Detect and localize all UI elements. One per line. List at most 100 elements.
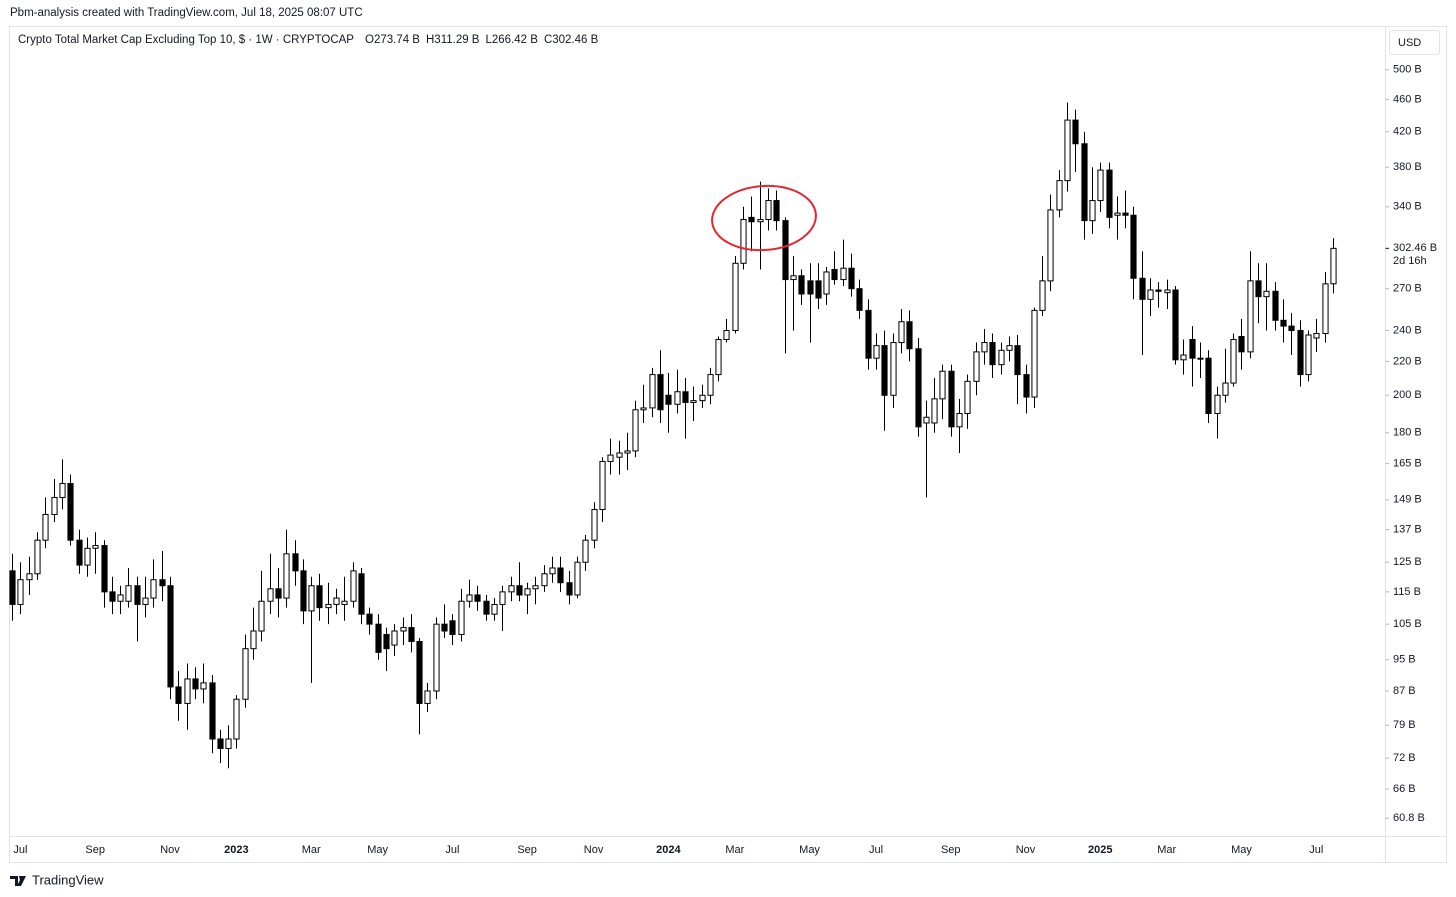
candle-body [1322, 283, 1329, 334]
candle-body [325, 603, 332, 609]
candle-body [931, 398, 938, 424]
x-tick-label: 2025 [1088, 844, 1112, 856]
candle-body [790, 275, 797, 281]
y-tick-label: 87 B [1393, 685, 1416, 697]
candle-body [964, 380, 971, 414]
y-tick-label: 240 B [1393, 324, 1422, 336]
candle-body [449, 620, 456, 635]
candle-body [1139, 277, 1146, 300]
candle-body [209, 682, 216, 740]
candle-body [699, 394, 706, 402]
candle-body [416, 640, 423, 704]
candle-body [1214, 394, 1221, 414]
candle-body [591, 509, 598, 541]
candle-body [275, 588, 282, 599]
candle-body [798, 275, 805, 295]
last-price-label: 302.46 B [1393, 242, 1437, 254]
candle-body [823, 271, 830, 295]
candle-body [1280, 319, 1287, 327]
candle-body [607, 454, 614, 462]
candle-body [649, 374, 656, 409]
x-tick-label: Jul [13, 844, 27, 856]
candle-body [1305, 334, 1312, 376]
candle-body [1330, 247, 1337, 285]
y-tick-label: 460 B [1393, 93, 1422, 105]
candle-body [1006, 345, 1013, 351]
candle-body [441, 623, 448, 632]
candle-body [192, 678, 199, 690]
candle-body [233, 698, 240, 740]
ohlc-value: 311.29 B [434, 34, 480, 46]
candle-body [973, 351, 980, 382]
candle-body [840, 267, 847, 281]
candle-body [566, 582, 573, 596]
candle-body [732, 262, 739, 332]
candle-body [524, 588, 531, 596]
candle-body [865, 309, 872, 359]
candle-body [159, 579, 166, 587]
y-tick-label: 149 B [1393, 494, 1422, 506]
candle-body [283, 553, 290, 599]
candle-body [557, 567, 564, 584]
candle-body [707, 374, 714, 396]
x-tick-label: Nov [584, 844, 604, 856]
candle-body [1081, 143, 1088, 222]
candle-body [1272, 290, 1279, 321]
candle-body [1056, 180, 1063, 211]
candle-body [1189, 339, 1196, 359]
y-tick-label: 137 B [1393, 524, 1422, 536]
candle-body [1089, 200, 1096, 222]
candle-body [375, 623, 382, 653]
candle-body [250, 630, 257, 650]
y-tick-label: 420 B [1393, 126, 1422, 138]
candle-body [906, 321, 913, 350]
candle-body [42, 513, 49, 541]
candle-body [1130, 214, 1137, 279]
currency-box[interactable] [1389, 30, 1440, 55]
candle-body [51, 496, 58, 515]
candle-body [1222, 382, 1229, 396]
candle-body [1197, 357, 1204, 360]
candle-body [300, 570, 307, 612]
candle-body [665, 394, 672, 405]
candle-body [17, 579, 24, 605]
candle-body [948, 370, 955, 428]
legend: Crypto Total Market Cap Excluding Top 10… [18, 34, 599, 46]
x-tick-label: Mar [725, 844, 744, 856]
candle-body [1263, 290, 1270, 298]
candle-body [848, 267, 855, 290]
candle-body [424, 690, 431, 704]
candle-body [1122, 212, 1129, 216]
candle-body [474, 594, 481, 602]
candle-body [690, 400, 697, 403]
currency-label[interactable]: USD [1398, 37, 1421, 49]
candle-body [981, 342, 988, 353]
candle-body [1164, 289, 1171, 294]
candle-body [782, 220, 789, 281]
y-tick-label: 180 B [1393, 427, 1422, 439]
candle-body [1072, 119, 1079, 145]
candle-body [998, 349, 1005, 366]
y-tick-label: 340 B [1393, 201, 1422, 213]
candle-body [915, 348, 922, 428]
candle-body [1097, 169, 1104, 202]
x-tick-label: Mar [1157, 844, 1176, 856]
candle-body [508, 585, 515, 593]
x-tick-label: Nov [160, 844, 180, 856]
y-tick-label: 270 B [1393, 283, 1422, 295]
candle-body [483, 600, 490, 615]
candle-body [856, 288, 863, 311]
candle-body [1114, 212, 1121, 216]
candle-body [640, 407, 647, 411]
candle-body [748, 216, 755, 223]
x-tick-label: 2024 [656, 844, 681, 856]
candle-body [516, 585, 523, 596]
axes: 500 B 460 B 420 B 380 B 340 B 270 B 240 B 220 B… [13, 64, 1437, 856]
candle-body [740, 219, 747, 264]
y-tick-label: 105 B [1393, 618, 1422, 630]
x-tick-label: Jul [445, 844, 459, 856]
countdown-label: 2d 16h [1393, 255, 1427, 267]
candle-body [267, 588, 274, 602]
candle-body [1238, 335, 1245, 353]
candle-body [549, 567, 556, 575]
